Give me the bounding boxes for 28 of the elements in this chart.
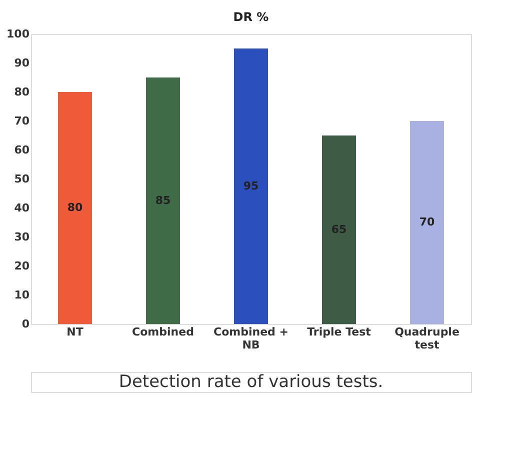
x-tick-label: NT (66, 326, 84, 338)
bar (322, 136, 356, 324)
y-tick-label: 40 (14, 202, 30, 214)
x-tick-label: Quadruple test (394, 326, 460, 352)
bar (234, 48, 268, 324)
x-tick-label: Triple Test (307, 326, 371, 338)
text: Detection rate of various tests. (118, 372, 384, 392)
y-tick-label: 50 (14, 172, 30, 186)
y-tick-label: 100 (6, 28, 30, 40)
y-tick-label: 0 (22, 318, 30, 330)
y-tick-label: 70 (14, 114, 30, 128)
y-tick-label: 60 (14, 144, 30, 156)
y-tick-label: 80 (14, 86, 30, 98)
chart-title: DR % (233, 10, 269, 24)
y-tick-label: 90 (14, 56, 30, 70)
y-tick-label: 20 (14, 260, 30, 272)
data-label: 65 (331, 222, 347, 236)
x-tick-label: Combined + NB (214, 326, 288, 352)
bar (146, 78, 180, 324)
bar (410, 121, 444, 324)
data-label: 95 (243, 179, 259, 192)
data-label: 80 (67, 201, 83, 214)
data-label: 85 (155, 194, 171, 207)
data-label: 70 (419, 216, 435, 228)
y-tick-label: 10 (14, 288, 30, 302)
x-tick-label: Combined (132, 326, 194, 338)
y-tick-label: 30 (14, 230, 30, 244)
bar (58, 92, 92, 324)
